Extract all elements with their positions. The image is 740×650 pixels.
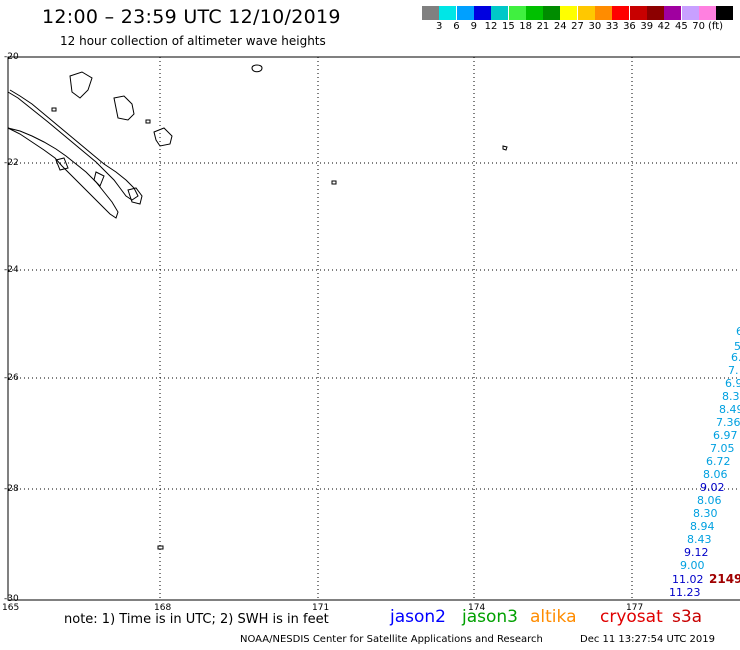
wave-height-value: 8.30 <box>693 507 718 520</box>
wave-height-value: 6 <box>736 325 740 338</box>
longitude-label: 174 <box>468 603 486 613</box>
longitude-label: 165 <box>2 603 20 613</box>
wave-height-value: 6. <box>731 351 740 364</box>
satellite-name: jason3 <box>462 607 518 627</box>
wave-height-value: 9.02 <box>700 481 725 494</box>
wave-height-value: 6.97 <box>713 429 738 442</box>
legend-label: 30 <box>588 21 602 32</box>
legend-label: 21 <box>536 21 550 32</box>
legend-swatch <box>646 6 664 20</box>
wave-height-value: 11.23 <box>669 586 701 599</box>
wave-height-value: 5. <box>734 340 740 353</box>
wave-height-value: 9.00 <box>680 559 705 572</box>
isle-of-pines <box>127 187 143 205</box>
coastlines <box>7 64 508 550</box>
legend-swatch <box>681 6 699 20</box>
wave-height-value: 8.06 <box>703 468 728 481</box>
legend-label: 6 <box>453 21 460 32</box>
wave-height-value: 7.05 <box>710 442 735 455</box>
legend-swatch <box>422 6 439 20</box>
wave-height-value: 6.9 <box>725 377 740 390</box>
legend-label: 12 <box>484 21 498 32</box>
hunter-island <box>502 145 508 151</box>
new-caledonia-coast <box>7 127 119 219</box>
legend-swatch <box>629 6 647 20</box>
map-frame <box>7 56 740 601</box>
wave-height-value: 8.94 <box>690 520 715 533</box>
graticule <box>8 57 740 600</box>
legend-swatch <box>716 6 734 20</box>
legend-label: 70 <box>692 21 705 32</box>
legend-swatch <box>698 6 716 20</box>
wave-height-value: 11.02 <box>672 573 704 586</box>
longitude-label: 177 <box>626 603 644 613</box>
legend-label: 45 <box>674 21 688 32</box>
latitude-label: -20 <box>4 52 19 62</box>
latitude-label: -30 <box>4 594 19 604</box>
wave-height-value: 7.36 <box>716 416 740 429</box>
wave-height-value: 8.3 <box>722 390 740 403</box>
legend-swatch <box>456 6 474 20</box>
map-title: 12:00 – 23:59 UTC 12/10/2019 <box>42 6 341 28</box>
legend-swatch <box>508 6 526 20</box>
norfolk-area-islet <box>157 545 164 550</box>
legend-label: 3 <box>435 21 443 32</box>
legend-swatch <box>525 6 543 20</box>
legend-swatch <box>664 6 682 20</box>
legend-label: 42 <box>657 21 671 32</box>
wave-height-value: 6.72 <box>706 455 731 468</box>
legend-label: 24 <box>553 21 567 32</box>
legend-swatch <box>473 6 491 20</box>
legend-swatch <box>491 6 509 20</box>
agency-credit: NOAA/NESDIS Center for Satellite Applica… <box>240 634 543 645</box>
wave-height-value: 9.12 <box>684 546 709 559</box>
legend-label: 9 <box>470 21 477 32</box>
satellite-name: altika <box>530 607 577 627</box>
latitude-label: -22 <box>4 158 19 168</box>
satellite-name: cryosat <box>600 607 663 627</box>
latitude-label: -26 <box>4 373 19 383</box>
wave-height-value: 8.49 <box>719 403 740 416</box>
generation-timestamp: Dec 11 13:27:54 UTC 2019 <box>580 634 715 645</box>
longitude-label: 168 <box>154 603 172 613</box>
legend-label: 39 <box>640 21 654 32</box>
reef-fragment-1 <box>55 157 69 171</box>
wave-height-value: 8.43 <box>687 533 712 546</box>
legend-swatch <box>577 6 595 20</box>
reef-fragment-2 <box>93 171 105 187</box>
legend-swatch <box>560 6 578 20</box>
legend-swatch <box>612 6 630 20</box>
legend-label: 27 <box>571 21 584 32</box>
legend-unit: (ft) <box>708 21 724 32</box>
loyalty-islands-2 <box>113 95 135 121</box>
legend-swatch <box>595 6 612 20</box>
legend-swatch <box>543 6 561 20</box>
wave-height-value: 2149 <box>709 572 740 586</box>
legend-label: 18 <box>519 21 532 32</box>
legend-swatch <box>439 6 457 20</box>
legend-label: 15 <box>501 21 515 32</box>
walpole-island <box>251 64 263 73</box>
satellite-name: jason2 <box>390 607 446 627</box>
latitude-label: -24 <box>4 265 19 275</box>
satellite-name: s3a <box>672 607 703 627</box>
loyalty-islands-3 <box>153 127 173 147</box>
legend-label: 33 <box>605 21 619 32</box>
latitude-label: -28 <box>4 484 19 494</box>
units-note: note: 1) Time is in UTC; 2) SWH is in fe… <box>64 612 329 627</box>
small-islet-1 <box>51 107 57 112</box>
new-caledonia-reef <box>7 89 139 201</box>
small-islet-2 <box>145 119 151 124</box>
longitude-label: 171 <box>312 603 330 613</box>
wave-height-value: 8.06 <box>697 494 722 507</box>
legend-label: 36 <box>623 21 636 32</box>
map-subtitle: 12 hour collection of altimeter wave hei… <box>60 34 326 48</box>
loyalty-islands-1 <box>69 71 93 99</box>
wave-height-value: 7. <box>728 364 739 377</box>
matthew-island <box>331 180 337 185</box>
